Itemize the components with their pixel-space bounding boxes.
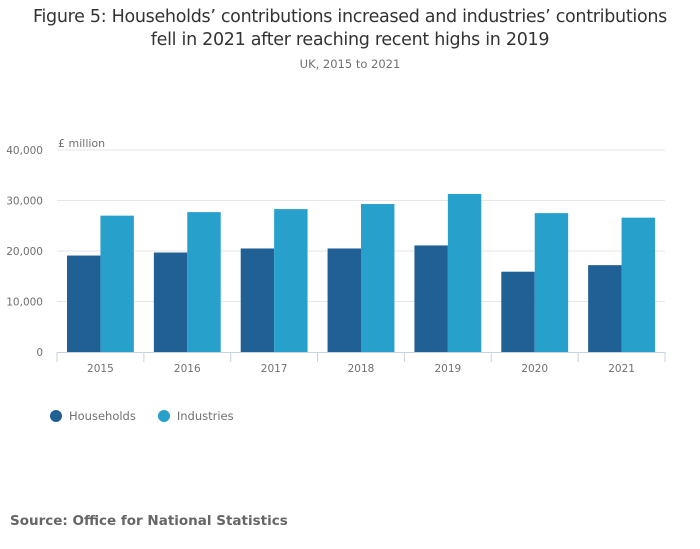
bar-industries-2021[interactable] xyxy=(621,217,655,352)
industries-swatch-icon xyxy=(157,410,170,422)
y-tick-label: 40,000 xyxy=(6,145,43,157)
y-tick-label: 0 xyxy=(36,347,43,359)
bar-industries-2016[interactable] xyxy=(187,212,221,352)
bar-industries-2015[interactable] xyxy=(100,215,134,352)
bar-industries-2019[interactable] xyxy=(447,193,482,352)
bar-households-2019[interactable] xyxy=(414,245,448,352)
households-swatch-icon xyxy=(50,410,62,422)
chart-title: Figure 5: Households’ contributions incr… xyxy=(0,6,700,52)
source-note: Source: Office for National Statistics xyxy=(10,513,288,529)
chart-subtitle: UK, 2015 to 2021 xyxy=(299,57,401,71)
legend-item-households[interactable]: Households xyxy=(50,409,136,423)
y-axis-unit-label: £ million xyxy=(58,137,105,150)
bar-households-2017[interactable] xyxy=(240,248,275,352)
x-tick-label: 2020 xyxy=(521,363,548,375)
bar-industries-2020[interactable] xyxy=(534,213,569,353)
bar-industries-2017[interactable] xyxy=(274,209,308,352)
bar-households-2015[interactable] xyxy=(67,255,101,352)
legend-item-industries[interactable]: Industries xyxy=(157,409,234,423)
x-tick-label: 2016 xyxy=(174,363,201,375)
legend: Households Industries xyxy=(50,409,256,423)
y-axis-ticks: 0 10,000 20,000 30,000 40,000 xyxy=(6,145,43,359)
bar-households-2021[interactable] xyxy=(588,265,622,352)
bars xyxy=(67,193,655,353)
bar-households-2018[interactable] xyxy=(327,248,361,352)
x-tick-label: 2021 xyxy=(608,363,635,375)
x-axis: 2015 2016 2017 2018 2019 2020 2021 xyxy=(56,352,666,375)
x-tick-label: 2017 xyxy=(261,363,288,375)
bar-households-2020[interactable] xyxy=(501,271,535,352)
bar-industries-2018[interactable] xyxy=(361,204,395,352)
x-tick-label: 2019 xyxy=(434,363,461,375)
bar-households-2016[interactable] xyxy=(153,252,188,352)
legend-label-industries: Industries xyxy=(176,409,234,423)
x-tick-label: 2018 xyxy=(348,363,375,375)
y-tick-label: 30,000 xyxy=(6,196,43,208)
legend-label-households: Households xyxy=(69,409,136,423)
y-tick-label: 10,000 xyxy=(6,297,43,309)
chart-title-line-1: Figure 5: Households’ contributions incr… xyxy=(33,7,667,27)
y-tick-label: 20,000 xyxy=(6,246,43,258)
x-tick-label: 2015 xyxy=(87,363,114,375)
chart-title-line-2: fell in 2021 after reaching recent highs… xyxy=(150,30,550,50)
